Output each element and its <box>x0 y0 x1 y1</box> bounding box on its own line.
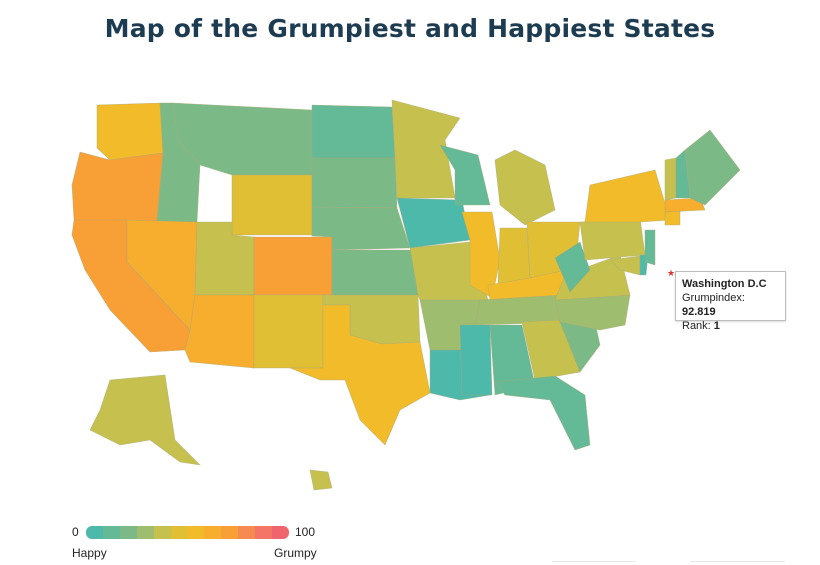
state-wv[interactable] <box>554 241 591 293</box>
state-tooltip: Washington D.C Grumpindex: 92.819 Rank: … <box>675 271 786 332</box>
state-mi[interactable] <box>494 149 556 226</box>
state-hi[interactable] <box>309 469 333 491</box>
legend-swatch <box>102 526 120 539</box>
state-ny[interactable] <box>584 169 671 223</box>
legend-swatch <box>119 526 137 539</box>
state-ct[interactable] <box>664 209 681 226</box>
legend-swatch <box>153 526 171 539</box>
state-wy[interactable] <box>231 174 313 236</box>
state-fl[interactable] <box>494 375 591 451</box>
state-tx[interactable] <box>289 304 431 446</box>
state-co[interactable] <box>253 236 333 296</box>
page-title: Map of the Grumpiest and Happiest States <box>104 14 716 43</box>
state-pa[interactable] <box>579 217 646 261</box>
state-nj[interactable] <box>644 229 656 266</box>
tooltip-grumpindex: Grumpindex: 92.819 <box>682 292 745 318</box>
legend-grumpy-label: Grumpy <box>274 546 317 560</box>
state-me[interactable] <box>684 129 741 206</box>
legend-swatch <box>187 526 205 539</box>
state-va[interactable] <box>554 254 631 301</box>
legend-swatch <box>272 526 289 539</box>
divider <box>690 561 785 562</box>
state-nm[interactable] <box>253 294 324 369</box>
legend-swatch <box>136 526 154 539</box>
state-ak[interactable] <box>89 374 201 466</box>
state-wi[interactable] <box>439 144 491 206</box>
state-ks[interactable] <box>331 249 419 296</box>
state-wa[interactable] <box>96 102 164 161</box>
legend-swatch <box>204 526 222 539</box>
legend-min-label: 0 <box>72 525 79 539</box>
tooltip-state-name: Washington D.C <box>682 278 767 290</box>
tooltip-grumpindex-value: 92.819 <box>682 306 716 318</box>
state-sd[interactable] <box>311 157 398 209</box>
legend-swatch <box>255 526 273 539</box>
dc-marker[interactable]: ★ <box>667 268 676 278</box>
legend-swatch <box>221 526 239 539</box>
state-or[interactable] <box>71 151 164 223</box>
state-nd[interactable] <box>311 104 396 159</box>
state-az[interactable] <box>184 294 255 369</box>
tooltip-rank-value: 1 <box>713 320 720 332</box>
legend-max-label: 100 <box>295 525 316 539</box>
legend-color-scale <box>86 526 289 539</box>
state-ia[interactable] <box>396 197 471 249</box>
tooltip-rank: Rank: 1 <box>682 320 720 332</box>
state-vt[interactable] <box>664 157 677 201</box>
state-ms[interactable] <box>459 324 493 396</box>
state-in[interactable] <box>497 227 531 286</box>
legend-swatch <box>170 526 188 539</box>
legend-happy-label: Happy <box>72 546 107 560</box>
legend-swatch <box>238 526 256 539</box>
divider <box>552 561 636 562</box>
state-ma[interactable] <box>664 197 706 213</box>
legend-swatch <box>86 526 103 539</box>
